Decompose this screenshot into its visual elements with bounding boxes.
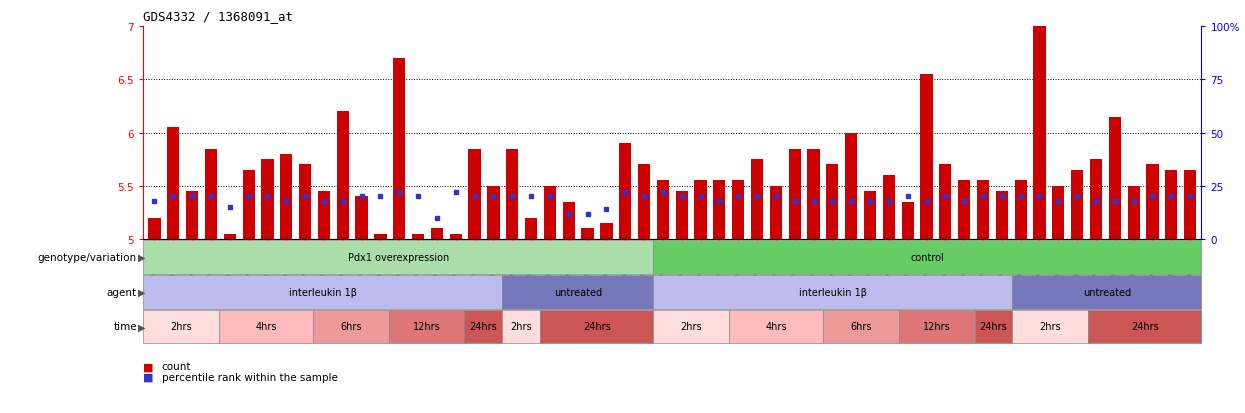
Bar (468, 149, 481, 240)
Bar (1109, 117, 1120, 240)
Text: ▶: ▶ (138, 322, 146, 332)
Bar (317, 192, 330, 240)
Bar (393, 59, 406, 240)
Bar (1165, 171, 1178, 240)
Bar (375, 234, 386, 240)
Text: ▶: ▶ (138, 287, 146, 297)
Bar (864, 192, 876, 240)
Bar (299, 165, 311, 240)
Bar (243, 171, 255, 240)
Text: ▶: ▶ (138, 252, 146, 262)
Text: 2hrs: 2hrs (171, 322, 192, 332)
Bar (1052, 186, 1064, 240)
Bar (657, 181, 669, 240)
Bar (544, 186, 557, 240)
Text: ■: ■ (143, 372, 153, 382)
Text: 2hrs: 2hrs (510, 322, 532, 332)
Bar (167, 128, 179, 240)
Bar (563, 202, 575, 240)
Bar (186, 192, 198, 240)
Bar (600, 223, 613, 240)
Bar (619, 144, 631, 240)
Bar (901, 202, 914, 240)
Bar (581, 229, 594, 240)
Bar (845, 133, 858, 240)
Bar (356, 197, 367, 240)
Bar (769, 186, 782, 240)
Text: percentile rank within the sample: percentile rank within the sample (162, 372, 337, 382)
Bar (525, 218, 537, 240)
Bar (224, 234, 235, 240)
Bar (280, 154, 293, 240)
Text: 12hrs: 12hrs (923, 322, 951, 332)
Text: 24hrs: 24hrs (1130, 322, 1159, 332)
Text: 6hrs: 6hrs (850, 322, 871, 332)
Bar (788, 149, 801, 240)
Text: untreated: untreated (1083, 287, 1130, 297)
Bar (412, 234, 425, 240)
Text: 24hrs: 24hrs (583, 322, 610, 332)
Text: time: time (113, 322, 137, 332)
Bar (713, 181, 726, 240)
Text: Pdx1 overexpression: Pdx1 overexpression (347, 252, 449, 262)
Text: ■: ■ (143, 361, 153, 371)
Text: 6hrs: 6hrs (340, 322, 362, 332)
Bar (883, 176, 895, 240)
Text: 4hrs: 4hrs (255, 322, 276, 332)
Bar (996, 192, 1008, 240)
Bar (487, 186, 499, 240)
Text: 2hrs: 2hrs (1040, 322, 1061, 332)
Bar (205, 149, 217, 240)
Text: count: count (162, 361, 192, 371)
Bar (732, 181, 745, 240)
Bar (1071, 171, 1083, 240)
Bar (1015, 181, 1027, 240)
Bar (751, 160, 763, 240)
Bar (507, 149, 518, 240)
Bar (676, 192, 687, 240)
Text: control: control (910, 252, 944, 262)
Bar (1089, 160, 1102, 240)
Text: interleukin 1β: interleukin 1β (799, 287, 867, 297)
Bar (261, 160, 274, 240)
Bar (977, 181, 989, 240)
Text: GDS4332 / 1368091_at: GDS4332 / 1368091_at (143, 10, 293, 23)
Text: 12hrs: 12hrs (413, 322, 441, 332)
Bar (959, 181, 970, 240)
Bar (637, 165, 650, 240)
Bar (695, 181, 707, 240)
Bar (1033, 27, 1046, 240)
Bar (1147, 165, 1159, 240)
Text: agent: agent (107, 287, 137, 297)
Bar (1128, 186, 1139, 240)
Bar (431, 229, 443, 240)
Text: 24hrs: 24hrs (980, 322, 1007, 332)
Bar (939, 165, 951, 240)
Text: interleukin 1β: interleukin 1β (289, 287, 357, 297)
Bar (148, 218, 161, 240)
Bar (920, 75, 933, 240)
Bar (1184, 171, 1196, 240)
Text: 4hrs: 4hrs (766, 322, 787, 332)
Text: 2hrs: 2hrs (680, 322, 702, 332)
Bar (336, 112, 349, 240)
Text: 24hrs: 24hrs (469, 322, 497, 332)
Text: genotype/variation: genotype/variation (37, 252, 137, 262)
Bar (808, 149, 819, 240)
Bar (449, 234, 462, 240)
Text: untreated: untreated (554, 287, 601, 297)
Bar (827, 165, 838, 240)
